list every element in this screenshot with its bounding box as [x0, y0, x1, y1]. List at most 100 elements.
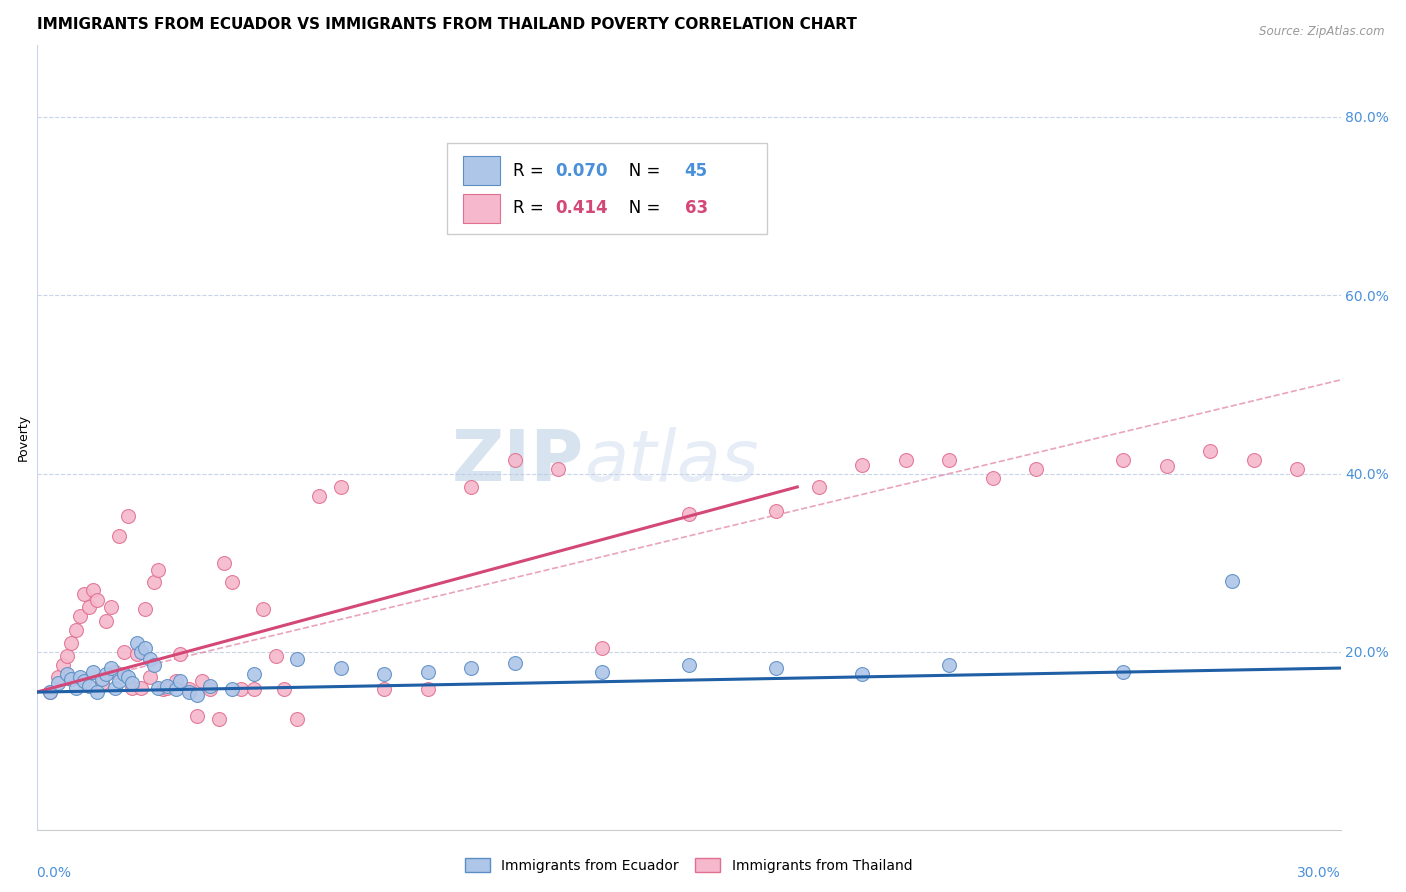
Text: ZIP: ZIP	[453, 427, 585, 496]
Point	[86, 685, 108, 699]
Point	[143, 658, 166, 673]
Point	[73, 673, 96, 688]
Point	[200, 679, 222, 693]
Point	[212, 556, 235, 570]
Point	[678, 507, 700, 521]
Point	[1112, 665, 1135, 679]
Point	[104, 665, 127, 679]
Point	[1025, 462, 1047, 476]
Point	[503, 656, 526, 670]
Point	[117, 670, 139, 684]
Point	[186, 688, 208, 702]
Point	[191, 673, 214, 688]
Point	[1156, 459, 1178, 474]
Text: 45: 45	[685, 161, 707, 179]
Point	[547, 462, 569, 476]
Point	[148, 563, 170, 577]
FancyBboxPatch shape	[463, 194, 499, 223]
Point	[117, 509, 139, 524]
Point	[112, 667, 135, 681]
Point	[243, 682, 266, 697]
Point	[678, 658, 700, 673]
Text: N =: N =	[613, 200, 665, 218]
Point	[125, 647, 148, 661]
Point	[273, 682, 295, 697]
Point	[765, 661, 787, 675]
Point	[329, 661, 352, 675]
Point	[169, 647, 191, 661]
Point	[46, 676, 69, 690]
Point	[252, 602, 274, 616]
Point	[808, 480, 831, 494]
Point	[46, 670, 69, 684]
Text: N =: N =	[613, 161, 665, 179]
Point	[129, 681, 152, 695]
Point	[460, 661, 482, 675]
Point	[138, 670, 160, 684]
Point	[612, 217, 634, 231]
Point	[143, 575, 166, 590]
Point	[129, 645, 152, 659]
Point	[169, 673, 191, 688]
Point	[1220, 574, 1243, 588]
Point	[308, 489, 330, 503]
Point	[851, 458, 873, 472]
Point	[1286, 462, 1309, 476]
Point	[100, 600, 122, 615]
Point	[52, 658, 75, 673]
Point	[112, 645, 135, 659]
Point	[186, 709, 208, 723]
Point	[938, 658, 960, 673]
Point	[96, 667, 118, 681]
Point	[77, 679, 100, 693]
Point	[38, 685, 60, 699]
Point	[56, 649, 79, 664]
Text: Source: ZipAtlas.com: Source: ZipAtlas.com	[1260, 25, 1385, 38]
Point	[851, 667, 873, 681]
Point	[287, 712, 309, 726]
Point	[221, 682, 243, 697]
Point	[221, 575, 243, 590]
Point	[121, 676, 143, 690]
Point	[243, 667, 266, 681]
Text: R =: R =	[513, 200, 548, 218]
Point	[373, 682, 395, 697]
Point	[82, 582, 104, 597]
Point	[134, 640, 156, 655]
Point	[503, 453, 526, 467]
Point	[1243, 453, 1265, 467]
Point	[69, 670, 91, 684]
Point	[981, 471, 1004, 485]
Text: 63: 63	[685, 200, 707, 218]
Point	[416, 665, 439, 679]
Point	[156, 681, 179, 695]
Point	[121, 681, 143, 695]
Point	[138, 652, 160, 666]
Point	[591, 640, 613, 655]
Point	[177, 682, 200, 697]
Point	[60, 672, 83, 686]
Text: 0.0%: 0.0%	[37, 866, 72, 880]
Point	[148, 681, 170, 695]
Text: IMMIGRANTS FROM ECUADOR VS IMMIGRANTS FROM THAILAND POVERTY CORRELATION CHART: IMMIGRANTS FROM ECUADOR VS IMMIGRANTS FR…	[37, 17, 856, 32]
Point	[65, 623, 87, 637]
Point	[460, 480, 482, 494]
Point	[60, 636, 83, 650]
Point	[86, 593, 108, 607]
FancyBboxPatch shape	[447, 144, 766, 234]
Point	[108, 529, 131, 543]
Point	[416, 682, 439, 697]
Point	[165, 682, 187, 697]
Y-axis label: Poverty: Poverty	[17, 414, 30, 461]
Text: R =: R =	[513, 161, 548, 179]
Point	[73, 587, 96, 601]
Point	[229, 682, 252, 697]
Point	[165, 673, 187, 688]
Point	[1199, 444, 1222, 458]
Text: 0.070: 0.070	[555, 161, 609, 179]
Point	[134, 602, 156, 616]
Point	[82, 665, 104, 679]
Point	[125, 636, 148, 650]
Legend: Immigrants from Ecuador, Immigrants from Thailand: Immigrants from Ecuador, Immigrants from…	[460, 853, 918, 879]
Point	[329, 480, 352, 494]
